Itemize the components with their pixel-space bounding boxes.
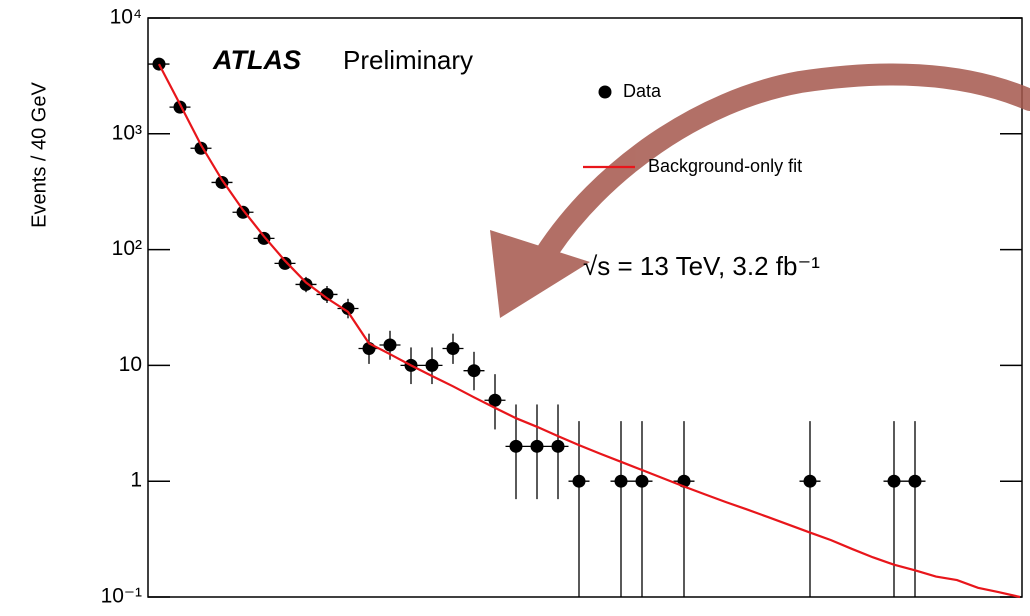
- y-tick-label: 10⁻¹: [101, 585, 142, 608]
- plot-frame: [147, 17, 1023, 598]
- data-point: [803, 474, 817, 488]
- data-point: [635, 474, 649, 488]
- fit-line: [158, 63, 1021, 599]
- annotation: √s = 13 TeV, 3.2 fb⁻¹: [583, 251, 820, 281]
- data-point: [425, 358, 439, 372]
- data-point: [908, 474, 922, 488]
- y-tick-label: 10: [119, 353, 142, 376]
- data-point: [320, 287, 334, 301]
- data-point: [887, 474, 901, 488]
- y-tick-label: 10²: [112, 237, 142, 260]
- legend-marker: [598, 85, 612, 99]
- y-tick-label: 10⁴: [110, 6, 142, 29]
- data-point: [530, 439, 544, 453]
- data-point: [299, 277, 313, 291]
- y-tick-label: 1: [130, 469, 142, 492]
- data-point: [467, 364, 481, 378]
- arrow-shaft: [534, 63, 1030, 266]
- data-point: [488, 393, 502, 407]
- hand-drawn-arrow: [490, 63, 1030, 318]
- chart-title: ATLAS: [212, 45, 301, 75]
- data-point: [614, 474, 628, 488]
- chart-subtitle: Preliminary: [343, 45, 473, 75]
- legend-label: Background-only fit: [648, 156, 802, 176]
- data-point: [446, 341, 460, 355]
- data-point: [383, 338, 397, 352]
- y-axis-label: Events / 40 GeV: [28, 82, 50, 228]
- data-point: [278, 256, 292, 270]
- legend-label: Data: [623, 81, 662, 101]
- arrow-head: [490, 230, 590, 318]
- data-point: [341, 302, 355, 316]
- data-point: [509, 439, 523, 453]
- data-point: [551, 439, 565, 453]
- y-tick-label: 10³: [112, 121, 142, 144]
- data-point: [572, 474, 586, 488]
